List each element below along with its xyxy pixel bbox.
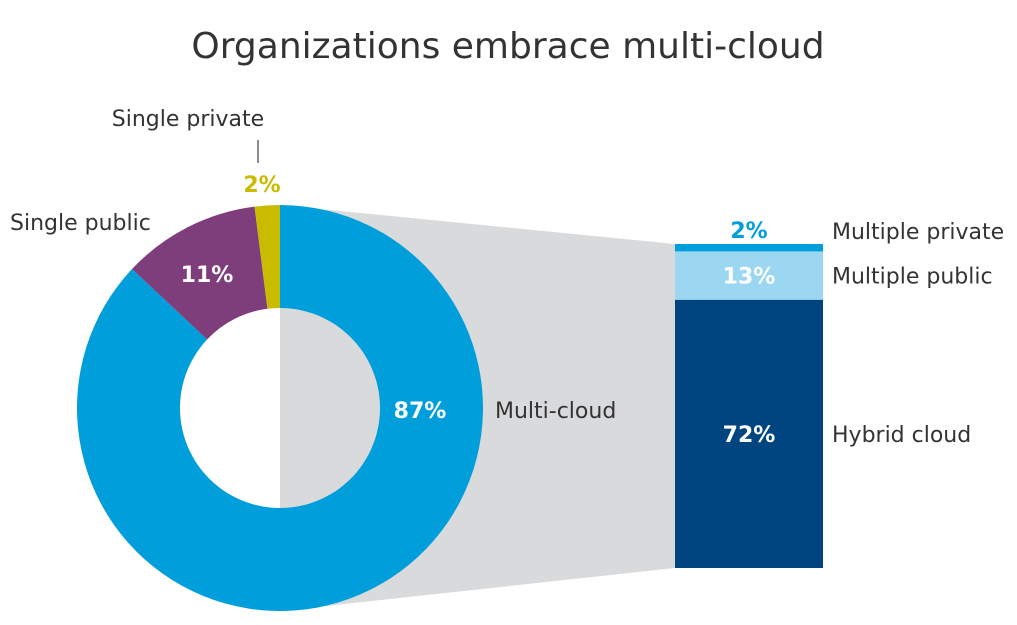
slice-value-label: 87% xyxy=(394,399,447,424)
bar-category-label: Multiple private xyxy=(832,220,1004,245)
slice-value-label: 11% xyxy=(181,263,234,288)
slice-category-label: Single public xyxy=(10,211,151,236)
bar-segment-hybrid-cloud xyxy=(675,299,823,568)
bar-category-label: Multiple public xyxy=(832,265,993,290)
slice-category-label: Single private xyxy=(112,107,264,132)
bar-value-label: 13% xyxy=(723,265,776,290)
slice-value-label: 2% xyxy=(243,173,280,198)
chart-title: Organizations embrace multi-cloud xyxy=(191,26,824,67)
donut-slice-multi-cloud xyxy=(76,205,483,611)
bar-segment-multiple-public xyxy=(675,251,823,300)
bar-value-label: 2% xyxy=(730,219,767,244)
slice-category-label: Multi-cloud xyxy=(495,399,616,424)
bar-value-label: 72% xyxy=(723,423,776,448)
donut-slice-single-private xyxy=(254,205,280,309)
donut-slice-single-public xyxy=(132,206,268,340)
bar-segment-multiple-private xyxy=(675,244,823,252)
bar-category-label: Hybrid cloud xyxy=(832,423,971,448)
